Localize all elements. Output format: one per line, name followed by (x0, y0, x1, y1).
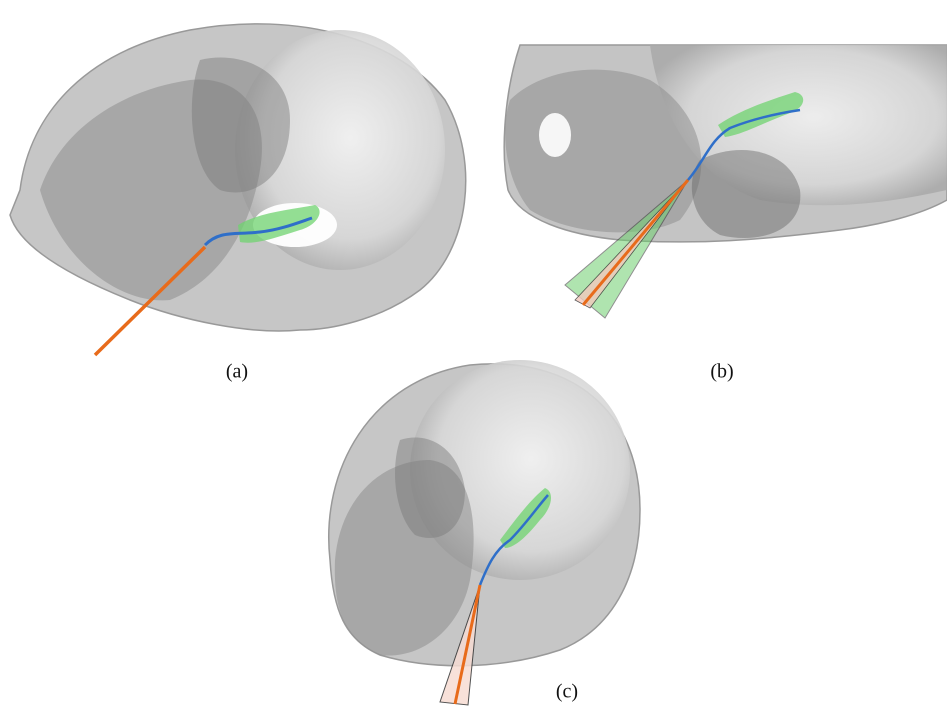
panel-label: (a) (226, 361, 248, 383)
panel-c: (c) (329, 360, 640, 705)
panel-label: (b) (710, 361, 733, 383)
orbit (539, 113, 571, 157)
panel-a: (a) (10, 24, 466, 383)
panel-b: (b) (504, 45, 947, 383)
figure: (a) (b) (c) (0, 0, 947, 715)
panel-label: (c) (556, 681, 578, 703)
